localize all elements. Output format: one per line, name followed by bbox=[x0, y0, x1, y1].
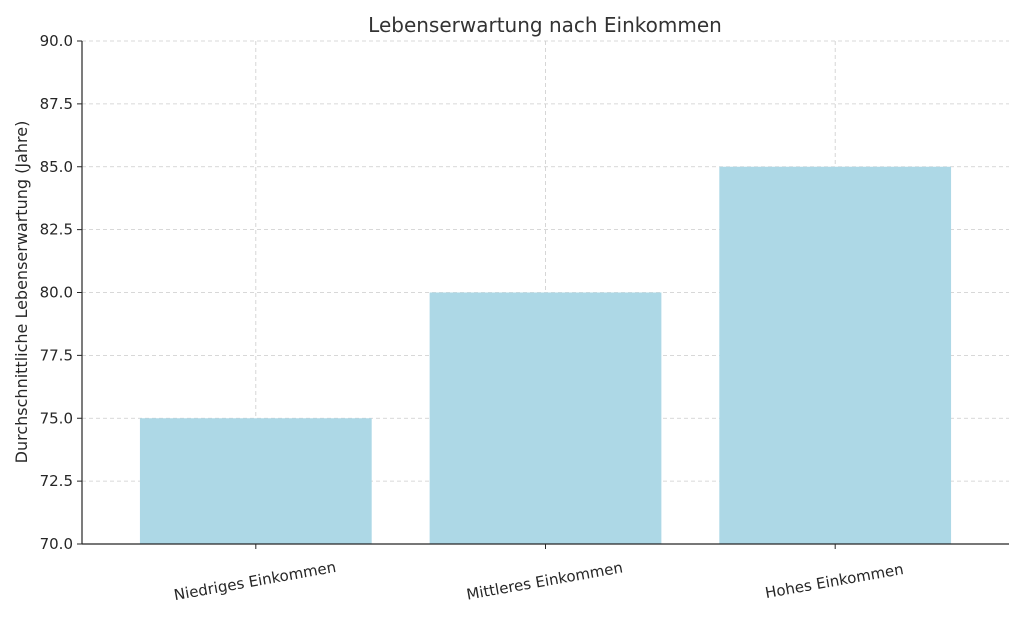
y-axis-label: Durchschnittliche Lebenserwartung (Jahre… bbox=[12, 121, 31, 464]
chart-title: Lebenserwartung nach Einkommen bbox=[368, 13, 722, 37]
axes bbox=[77, 40, 1009, 549]
y-tick-label: 72.5 bbox=[40, 472, 73, 490]
y-tick-label: 85.0 bbox=[40, 158, 73, 176]
y-tick-label: 70.0 bbox=[40, 535, 73, 553]
x-tick-label: Hohes Einkommen bbox=[764, 560, 905, 602]
y-tick-label: 82.5 bbox=[40, 221, 73, 239]
y-tick-label: 75.0 bbox=[40, 409, 73, 427]
y-tick-label: 87.5 bbox=[40, 95, 73, 113]
bar-niedriges-einkommen bbox=[139, 418, 372, 544]
y-tick-labels: 70.0 72.5 75.0 77.5 80.0 82.5 85.0 87.5 90.0 bbox=[40, 32, 73, 553]
x-tick-labels: Niedriges Einkommen Mittleres Einkommen Ho… bbox=[173, 558, 905, 604]
y-tick-label: 80.0 bbox=[40, 284, 73, 302]
x-tick-label: Mittleres Einkommen bbox=[465, 558, 624, 603]
y-tick-label: 77.5 bbox=[40, 346, 73, 364]
bar-hohes-einkommen bbox=[719, 166, 952, 544]
y-tick-label: 90.0 bbox=[40, 32, 73, 50]
bars bbox=[139, 166, 952, 544]
bar-mittleres-einkommen bbox=[429, 292, 662, 544]
x-tick-label: Niedriges Einkommen bbox=[173, 558, 338, 604]
